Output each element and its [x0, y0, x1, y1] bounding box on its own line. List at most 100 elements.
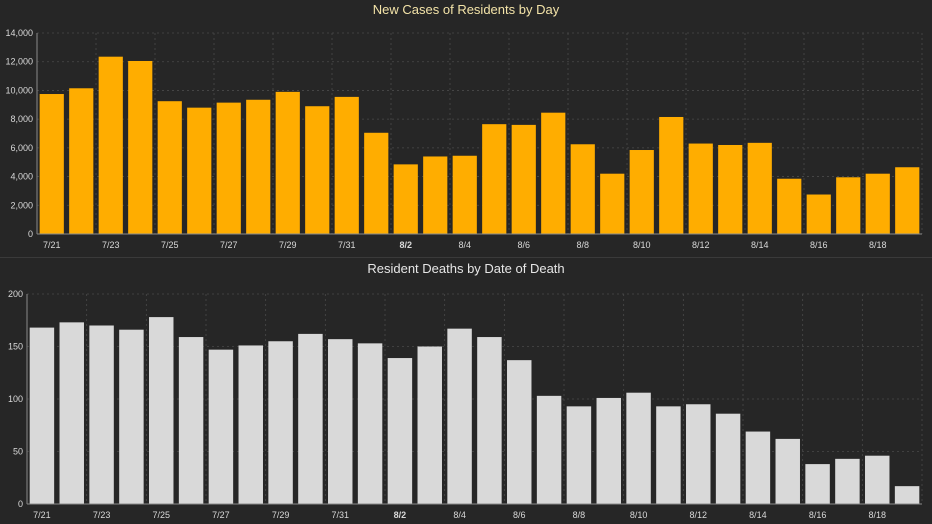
cases-bar — [895, 167, 920, 234]
deaths-x-tick-label: 7/21 — [33, 510, 51, 520]
deaths-bar — [775, 438, 800, 504]
cases-x-tick-label: 8/18 — [869, 240, 887, 250]
deaths-bar — [447, 328, 472, 504]
deaths-bar — [715, 413, 741, 504]
cases-bar — [659, 116, 684, 234]
cases-x-tick-label: 7/31 — [338, 240, 356, 250]
cases-bar — [806, 194, 831, 234]
cases-bar — [718, 144, 743, 234]
cases-bar — [541, 112, 566, 234]
cases-x-tick-label: 8/2 — [399, 240, 412, 250]
cases-bar — [69, 88, 94, 235]
cases-x-tick-label: 8/6 — [517, 240, 530, 250]
cases-bar — [629, 150, 654, 234]
deaths-x-tick-label: 8/10 — [630, 510, 648, 520]
deaths-y-tick-label: 150 — [8, 342, 23, 352]
cases-x-tick-label: 7/23 — [102, 240, 120, 250]
deaths-bar — [686, 404, 711, 504]
cases-bar — [216, 102, 241, 234]
cases-chart: New Cases of Residents by Day 0 2,000 4,00… — [5, 2, 923, 250]
deaths-bar — [536, 395, 562, 504]
deaths-x-tick-label: 8/18 — [868, 510, 886, 520]
deaths-x-tick-label: 7/29 — [272, 510, 290, 520]
deaths-x-tick-label: 7/27 — [212, 510, 230, 520]
deaths-bar — [656, 406, 681, 504]
cases-y-tick-label: 10,000 — [5, 85, 33, 95]
cases-bar — [688, 143, 713, 234]
cases-bar — [187, 107, 212, 234]
deaths-bar — [89, 325, 114, 504]
cases-x-tick-label: 7/27 — [220, 240, 238, 250]
deaths-bar — [835, 458, 860, 504]
cases-bar — [128, 60, 153, 234]
cases-x-tick-label: 8/4 — [458, 240, 471, 250]
cases-x-tick-label: 7/25 — [161, 240, 179, 250]
deaths-x-tick-label: 8/12 — [689, 510, 707, 520]
deaths-bar — [626, 392, 651, 504]
cases-x-tick-label: 8/8 — [576, 240, 589, 250]
deaths-bar — [566, 406, 592, 504]
deaths-x-tick-label: 7/23 — [93, 510, 111, 520]
cases-bar — [305, 106, 330, 234]
cases-bar — [157, 101, 182, 234]
deaths-y-tick-label: 0 — [18, 499, 23, 509]
cases-bar — [600, 173, 625, 234]
cases-bar — [334, 96, 359, 234]
deaths-bar — [298, 333, 323, 504]
deaths-x-tick-label: 8/6 — [513, 510, 526, 520]
cases-x-tick-label: 8/10 — [633, 240, 651, 250]
cases-chart-title: New Cases of Residents by Day — [373, 2, 560, 17]
cases-bar — [747, 142, 772, 234]
deaths-bar — [238, 345, 263, 504]
deaths-bar — [745, 431, 771, 504]
deaths-bar — [208, 349, 234, 504]
cases-bar — [364, 132, 389, 234]
deaths-y-tick-label: 100 — [8, 394, 23, 404]
cases-y-tick-label: 0 — [28, 229, 33, 239]
cases-bar — [482, 124, 507, 234]
deaths-chart: Resident Deaths by Date of Death 0 50 100 1… — [8, 261, 923, 520]
deaths-bar — [865, 455, 890, 504]
deaths-x-tick-label: 8/2 — [394, 510, 407, 520]
cases-bar — [246, 99, 271, 234]
cases-bar — [98, 56, 123, 234]
deaths-bar — [894, 486, 920, 504]
deaths-bar — [477, 337, 502, 504]
deaths-x-tick-label: 8/14 — [749, 510, 767, 520]
deaths-bar — [805, 464, 830, 504]
deaths-bar — [387, 358, 413, 504]
cases-bar — [777, 178, 802, 234]
cases-y-tick-label: 14,000 — [5, 28, 33, 38]
cases-y-tick-label: 4,000 — [10, 172, 33, 182]
deaths-bar — [596, 397, 621, 504]
cases-bar — [570, 144, 595, 234]
cases-bar — [865, 173, 890, 234]
deaths-bar — [59, 322, 84, 504]
cases-y-tick-label: 2,000 — [10, 200, 33, 210]
deaths-bar — [357, 343, 383, 504]
deaths-x-tick-label: 7/31 — [331, 510, 349, 520]
cases-x-tick-label: 8/16 — [810, 240, 828, 250]
cases-y-tick-label: 12,000 — [5, 57, 33, 67]
cases-bar — [39, 94, 64, 235]
deaths-y-tick-label: 200 — [8, 289, 23, 299]
cases-bar — [836, 177, 861, 234]
deaths-bar — [178, 337, 204, 504]
deaths-bar — [149, 317, 174, 504]
cases-y-tick-label: 6,000 — [10, 143, 33, 153]
deaths-bar — [507, 360, 532, 504]
deaths-bar — [29, 327, 55, 504]
deaths-bar — [417, 346, 442, 504]
deaths-x-tick-label: 8/8 — [573, 510, 586, 520]
deaths-chart-title: Resident Deaths by Date of Death — [367, 261, 564, 276]
deaths-bar — [268, 341, 293, 504]
cases-bar — [511, 124, 536, 234]
deaths-y-tick-label: 50 — [13, 447, 23, 457]
cases-x-tick-label: 8/14 — [751, 240, 769, 250]
deaths-bar — [328, 339, 353, 504]
cases-x-tick-label: 7/21 — [43, 240, 61, 250]
cases-bar — [393, 164, 418, 234]
cases-y-tick-label: 8,000 — [10, 114, 33, 124]
cases-x-tick-label: 8/12 — [692, 240, 710, 250]
